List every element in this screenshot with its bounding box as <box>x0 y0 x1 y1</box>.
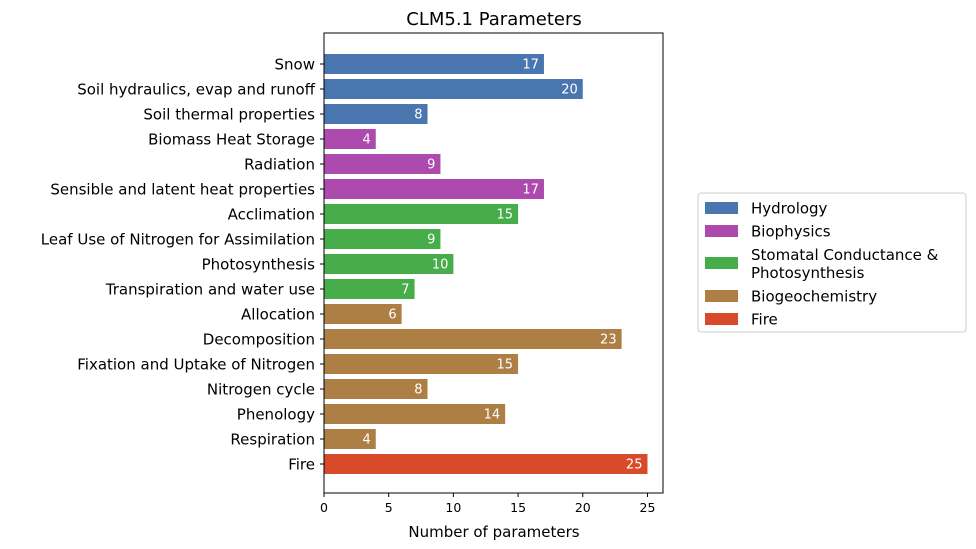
bar-value-label: 9 <box>427 233 435 248</box>
bar-value-label: 17 <box>522 58 539 73</box>
x-tick-label: 5 <box>385 500 393 515</box>
bar <box>324 179 544 199</box>
y-tick-label: Soil thermal properties <box>143 106 315 124</box>
y-tick-label: Acclimation <box>228 206 315 224</box>
y-tick-label: Transpiration and water use <box>105 281 315 299</box>
x-tick-label: 20 <box>575 500 591 515</box>
bar <box>324 354 519 374</box>
bar-value-label: 6 <box>388 308 396 323</box>
bar <box>324 229 441 249</box>
legend-label: Biogeochemistry <box>751 288 877 306</box>
bar-value-label: 17 <box>522 183 539 198</box>
legend-swatch <box>705 313 738 325</box>
bar-value-label: 8 <box>414 383 422 398</box>
bar <box>324 254 454 274</box>
bar <box>324 204 519 224</box>
y-tick-label: Nitrogen cycle <box>207 381 315 399</box>
bar <box>324 304 402 324</box>
x-tick-label: 0 <box>320 500 328 515</box>
y-tick-label: Soil hydraulics, evap and runoff <box>77 81 315 99</box>
legend-label: Stomatal Conductance & <box>751 246 939 264</box>
y-tick-label: Decomposition <box>203 331 315 349</box>
y-tick-label: Sensible and latent heat properties <box>50 181 315 199</box>
bar <box>324 104 428 124</box>
legend-label: Photosynthesis <box>751 264 865 282</box>
chart-title: CLM5.1 Parameters <box>406 9 582 30</box>
legend-swatch <box>705 202 738 214</box>
bar-value-label: 4 <box>362 133 370 148</box>
x-tick-label: 10 <box>445 500 461 515</box>
x-tick-label: 15 <box>510 500 526 515</box>
bar-value-label: 9 <box>427 158 435 173</box>
legend-label: Hydrology <box>751 200 828 218</box>
legend-label: Biophysics <box>751 223 831 241</box>
bar <box>324 379 428 399</box>
bar <box>324 79 583 99</box>
y-tick-label: Fixation and Uptake of Nitrogen <box>77 356 315 374</box>
bar-value-label: 4 <box>362 433 370 448</box>
x-axis: 0 5 10 15 20 25 <box>320 493 655 515</box>
bar <box>324 129 376 149</box>
plot-area: 17 20 8 4 9 17 15 9 10 76 23 15 8 14 4 25 <box>324 54 648 474</box>
x-axis-title: Number of parameters <box>408 523 579 541</box>
bar-value-label: 7 <box>401 283 409 298</box>
bar <box>324 454 648 474</box>
y-tick-label: Radiation <box>244 156 315 174</box>
y-tick-label: Allocation <box>241 306 315 324</box>
y-tick-label: Phenology <box>237 406 315 424</box>
plot-frame <box>323 32 664 494</box>
bar <box>324 54 544 74</box>
bar-value-label: 14 <box>484 408 501 423</box>
legend-swatch <box>705 290 738 302</box>
legend-swatch <box>705 257 738 269</box>
legend-frame <box>697 192 967 333</box>
bar-value-label: 8 <box>414 108 422 123</box>
y-tick-label: Biomass Heat Storage <box>148 131 315 149</box>
bar <box>324 329 622 349</box>
y-tick-label: Respiration <box>230 431 315 449</box>
y-axis: Snow Soil hydraulics, evap and runoff Soil… <box>41 56 324 474</box>
y-tick-label: Leaf Use of Nitrogen for Assimilation <box>41 231 315 249</box>
legend: Hydrology Biophysics Stomatal Conductance … <box>697 192 967 333</box>
legend-swatch <box>705 225 738 237</box>
y-tick-label: Fire <box>288 456 315 474</box>
y-tick-label: Photosynthesis <box>202 256 316 274</box>
legend-label: Fire <box>751 311 778 329</box>
bar-value-label: 20 <box>561 83 578 98</box>
bar <box>324 279 415 299</box>
bar-value-label: 25 <box>626 458 643 473</box>
bar <box>324 154 441 174</box>
bar-value-label: 23 <box>600 333 617 348</box>
y-tick-label: Snow <box>275 56 315 74</box>
bar <box>324 429 376 449</box>
bar <box>324 404 506 424</box>
x-tick-label: 25 <box>640 500 656 515</box>
bar-value-label: 15 <box>497 358 514 373</box>
bar-value-label: 10 <box>432 258 449 273</box>
bar-value-label: 15 <box>497 208 514 223</box>
